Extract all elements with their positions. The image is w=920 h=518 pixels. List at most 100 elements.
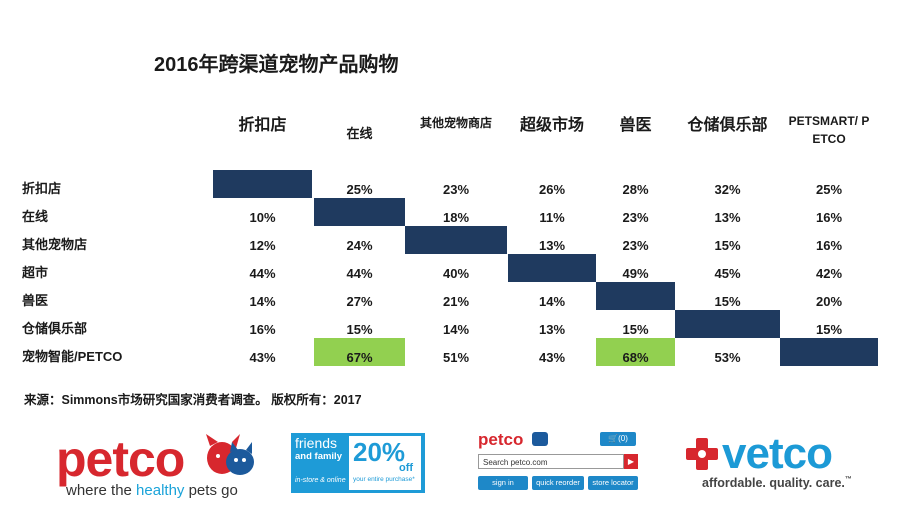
row-header: 其他宠物店 xyxy=(22,237,88,252)
cell-value: 68% xyxy=(622,350,649,365)
cell-value: 27% xyxy=(346,294,373,309)
site-brand: petco xyxy=(478,430,524,449)
table-cell: 40% xyxy=(405,254,507,282)
table-cell: 67% xyxy=(314,338,405,366)
cell-value: 13% xyxy=(538,322,566,337)
store-locator-button[interactable]: store locator xyxy=(588,476,638,490)
ad-line1: friends xyxy=(295,435,338,451)
cell-value: 32% xyxy=(714,182,741,197)
diagonal-cell xyxy=(405,226,507,254)
cell-value: 15% xyxy=(714,238,741,253)
cell-value: 15% xyxy=(346,322,373,337)
table-cell: 14% xyxy=(405,310,507,338)
cell-value: 13% xyxy=(714,210,741,225)
table-cell: 13% xyxy=(675,198,780,226)
diagonal-cell xyxy=(596,282,675,310)
site-logo-icon xyxy=(532,432,548,446)
table-cell: 68% xyxy=(596,338,675,366)
vetco-wordmark: vetco xyxy=(722,429,833,478)
cell-value: 16% xyxy=(815,238,843,253)
ad-desc: your entire purchase* xyxy=(353,476,415,483)
table-cell: 15% xyxy=(780,310,878,338)
quick-reorder-button[interactable]: quick reorder xyxy=(532,476,584,490)
cell-value: 23% xyxy=(442,182,470,197)
cell-value: 67% xyxy=(346,350,373,365)
table-cell: 23% xyxy=(596,198,675,226)
column-header: 仓储俱乐部 xyxy=(687,117,768,134)
cell-value: 45% xyxy=(714,266,741,281)
table-cell: 24% xyxy=(314,226,405,254)
column-header: 超级市场 xyxy=(519,117,584,134)
cell-value: 40% xyxy=(442,266,470,281)
friends-family-ad: friends and family in-store & online 20%… xyxy=(291,433,425,493)
cell-value: 18% xyxy=(442,210,470,225)
table-cell: 14% xyxy=(213,282,312,310)
cell-value: 16% xyxy=(815,210,843,225)
cell-value: 15% xyxy=(815,322,843,337)
sign-in-button[interactable]: sign in xyxy=(478,476,528,490)
row-header: 仓储俱乐部 xyxy=(22,321,88,336)
cell-value: 15% xyxy=(622,322,649,337)
dog-cat-icon xyxy=(206,434,254,475)
cell-value: 25% xyxy=(346,182,373,197)
cell-value: 53% xyxy=(714,350,741,365)
cell-value: 14% xyxy=(442,322,470,337)
column-header: 在线 xyxy=(346,126,373,141)
petco-site-snippet: petco 🛒(0) Search petco.com ▶ sign in qu… xyxy=(476,430,640,496)
page-title: 2016年跨渠道宠物产品购物 xyxy=(154,54,399,76)
cart-button[interactable]: 🛒(0) xyxy=(600,432,636,446)
search-input[interactable]: Search petco.com xyxy=(478,454,624,469)
vetco-logo: vetco affordable. quality. care.™ xyxy=(680,430,880,496)
diagonal-cell xyxy=(675,310,780,338)
table-cell: 53% xyxy=(675,338,780,366)
table-cell: 27% xyxy=(314,282,405,310)
table-cell: 26% xyxy=(508,170,596,198)
row-header: 折扣店 xyxy=(22,181,62,196)
row-header: 宠物智能/PETCO xyxy=(22,349,123,364)
petco-tagline: where the healthy pets go xyxy=(66,482,238,499)
cell-value: 16% xyxy=(249,322,276,337)
cell-value: 21% xyxy=(442,294,470,309)
cart-icon: 🛒 xyxy=(608,434,619,443)
column-header: 折扣店 xyxy=(238,117,287,134)
table-cell: 25% xyxy=(314,170,405,198)
table-cell: 13% xyxy=(508,310,596,338)
search-button[interactable]: ▶ xyxy=(624,454,638,469)
cell-value: 13% xyxy=(538,238,566,253)
cell-value: 11% xyxy=(539,210,565,225)
table-cell: 28% xyxy=(596,170,675,198)
cell-value: 12% xyxy=(249,238,276,253)
table-cell: 23% xyxy=(405,170,507,198)
ad-line3: in-store & online xyxy=(295,477,346,484)
medical-cross-icon xyxy=(686,438,718,470)
table-cell: 49% xyxy=(596,254,675,282)
cell-value: 43% xyxy=(538,350,566,365)
arrow-right-icon: ▶ xyxy=(627,457,635,466)
diagonal-cell xyxy=(780,338,878,366)
table-cell: 43% xyxy=(508,338,596,366)
cell-value: 51% xyxy=(442,350,470,365)
table-cell: 42% xyxy=(780,254,878,282)
table-cell: 11% xyxy=(508,198,596,226)
column-header: PETSMART/ P ETCO xyxy=(788,114,870,146)
table-cell: 15% xyxy=(675,226,780,254)
table-cell: 44% xyxy=(213,254,312,282)
diagonal-cell xyxy=(508,254,596,282)
vetco-tagline: affordable. quality. care.™ xyxy=(702,476,852,490)
ad-line2: and family xyxy=(295,451,342,462)
table-cell: 43% xyxy=(213,338,312,366)
table-cell: 21% xyxy=(405,282,507,310)
cell-value: 23% xyxy=(622,238,649,253)
cell-value: 44% xyxy=(346,266,373,281)
table-cell: 10% xyxy=(213,198,312,226)
cell-value: 23% xyxy=(622,210,649,225)
source-note: 来源：Simmons市场研究国家消费者调查。 版权所有：2017 xyxy=(24,393,362,407)
table-cell: 15% xyxy=(675,282,780,310)
cell-value: 49% xyxy=(622,266,649,281)
table-cell: 23% xyxy=(596,226,675,254)
cell-value: 43% xyxy=(249,350,276,365)
ad-off: off xyxy=(399,462,414,474)
table-cell: 13% xyxy=(508,226,596,254)
cell-value: 14% xyxy=(538,294,566,309)
table-cell: 15% xyxy=(596,310,675,338)
